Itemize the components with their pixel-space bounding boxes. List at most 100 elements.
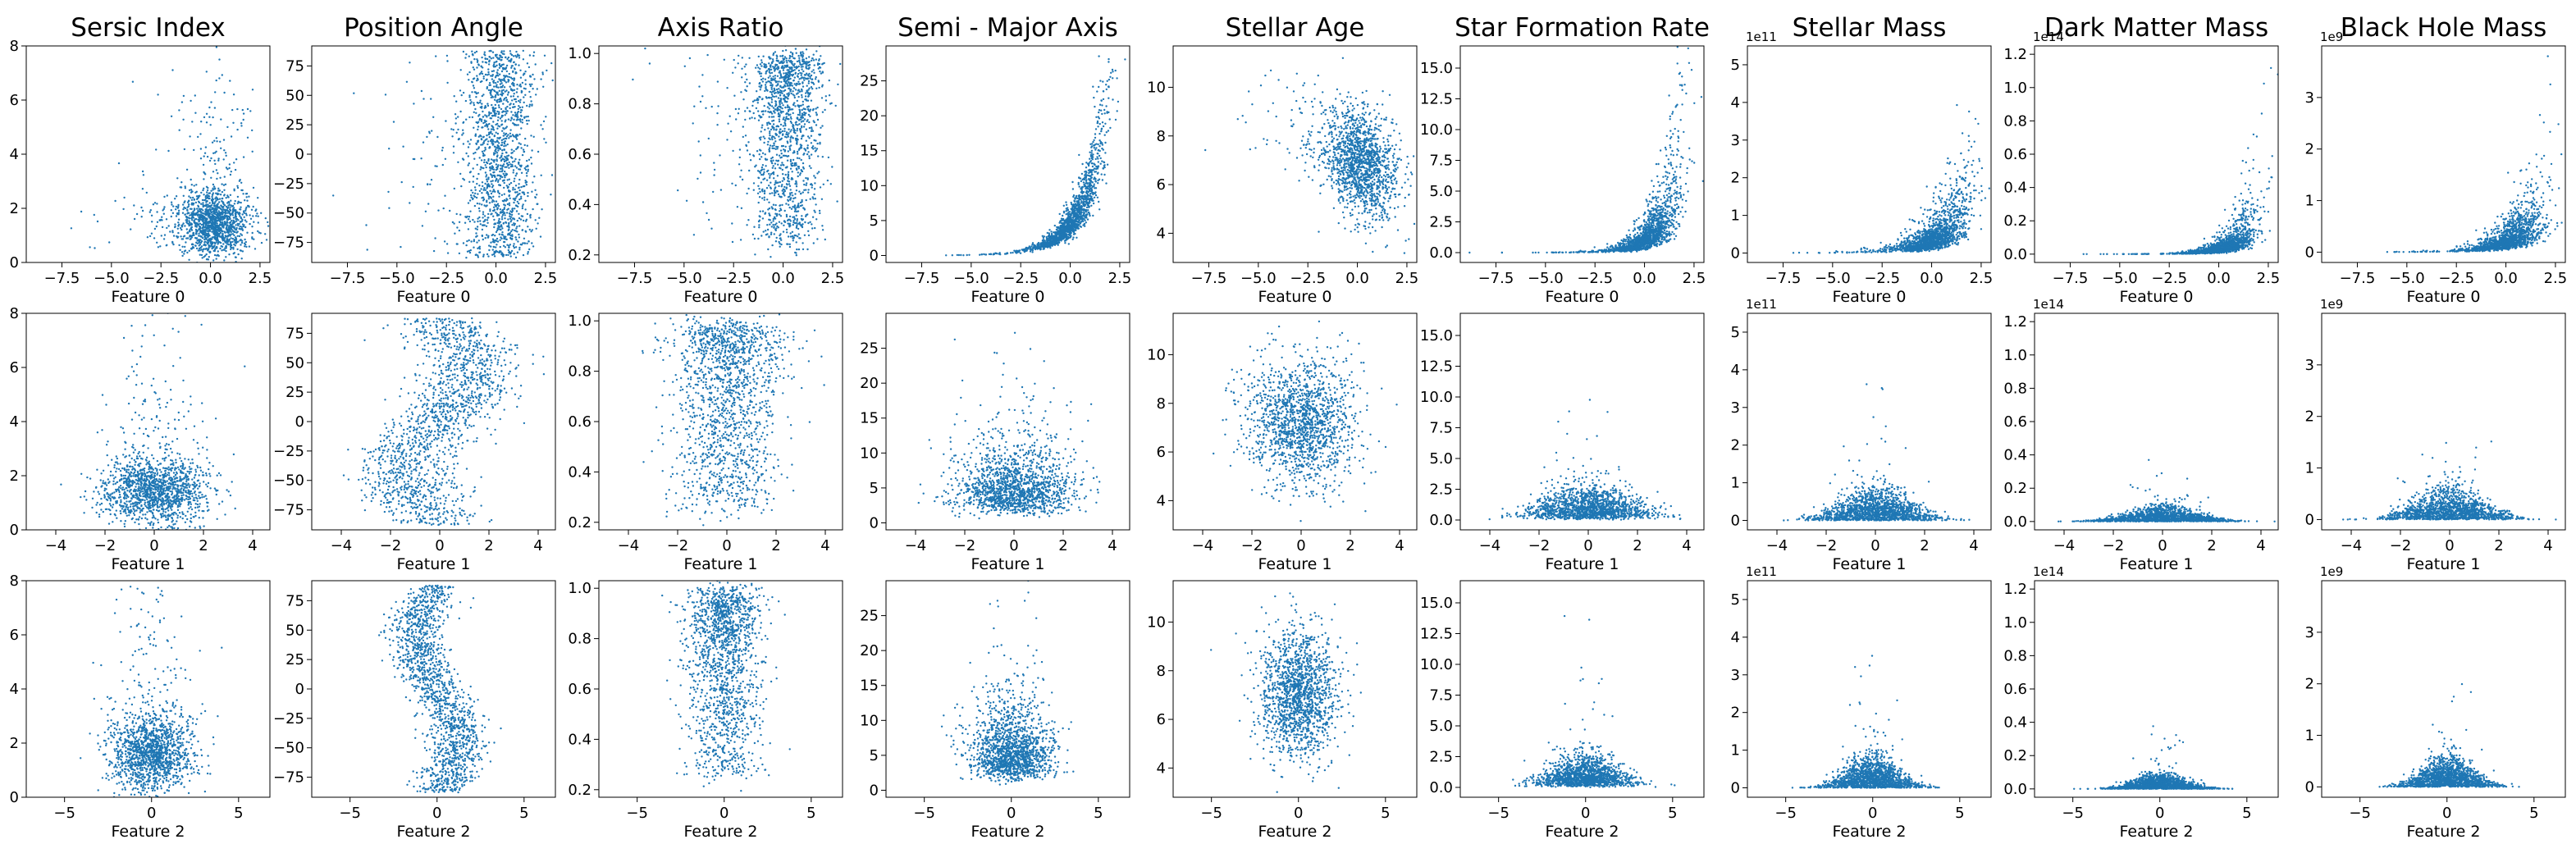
scatter-point — [812, 53, 815, 56]
scatter-point — [774, 190, 776, 193]
scatter-point — [462, 143, 465, 145]
scatter-point — [234, 25, 235, 26]
scatter-point — [739, 239, 742, 241]
scatter-point — [790, 108, 792, 111]
scatter-point — [206, 200, 208, 203]
scatter-point — [210, 222, 212, 225]
scatter-point — [794, 208, 797, 211]
scatter-point — [483, 140, 486, 143]
scatter-point — [810, 86, 813, 89]
scatter-point — [180, 251, 184, 253]
scatter-point — [772, 107, 775, 109]
scatter-point — [232, 217, 235, 219]
scatter-point — [205, 247, 208, 250]
scatter-point — [483, 119, 486, 121]
scatter-point — [511, 229, 514, 231]
scatter-point — [481, 234, 483, 237]
scatter-point — [787, 175, 790, 177]
scatter-point — [220, 218, 222, 221]
scatter-point — [233, 239, 236, 241]
scatter-point — [496, 69, 499, 71]
scatter-point — [180, 181, 183, 184]
scatter-point — [160, 235, 162, 237]
scatter-point — [782, 188, 785, 190]
scatter-point — [221, 190, 224, 194]
scatter-point — [497, 204, 500, 208]
scatter-point — [510, 53, 514, 57]
scatter-point — [795, 84, 797, 87]
scatter-point — [803, 189, 806, 191]
scatter-point — [489, 195, 491, 198]
scatter-point — [204, 194, 208, 198]
scatter-point — [198, 239, 200, 241]
scatter-point — [804, 221, 806, 224]
scatter-point — [474, 189, 477, 191]
scatter-point — [797, 106, 801, 108]
scatter-point — [497, 179, 500, 181]
scatter-point — [267, 221, 269, 224]
scatter-point — [481, 126, 483, 129]
scatter-point — [1092, 214, 1094, 217]
scatter-point — [752, 154, 755, 157]
scatter-point — [498, 78, 500, 80]
scatter-point — [496, 146, 500, 148]
scatter-point — [252, 186, 255, 189]
scatter-point — [462, 50, 465, 53]
scatter-point — [195, 190, 198, 193]
scatter-point — [493, 114, 496, 117]
scatter-point — [480, 159, 483, 162]
scatter-point — [477, 128, 479, 131]
scatter-point — [771, 125, 774, 128]
scatter-point — [94, 247, 96, 249]
scatter-point — [520, 195, 523, 198]
scatter-point — [221, 215, 223, 217]
scatter-point — [528, 66, 531, 69]
scatter-point — [473, 195, 477, 198]
scatter-point — [442, 207, 445, 210]
scatter-point — [797, 235, 799, 238]
scatter-point — [756, 90, 758, 93]
scatter-point — [531, 229, 533, 231]
scatter-point — [171, 240, 174, 244]
scatter-point — [210, 204, 213, 207]
scatter-point — [808, 110, 811, 112]
scatter-point — [470, 189, 473, 192]
scatter-point — [801, 226, 804, 229]
scatter-point — [482, 61, 484, 63]
scatter-point — [473, 51, 477, 54]
scatter-point — [782, 163, 784, 166]
scatter-point — [220, 244, 222, 248]
scatter-point — [208, 208, 211, 211]
scatter-point — [787, 198, 789, 201]
scatter-point — [489, 84, 491, 87]
scatter-point — [503, 98, 506, 100]
scatter-point — [800, 104, 802, 107]
scatter-point — [477, 79, 479, 81]
scatter-point — [473, 103, 476, 107]
scatter-point — [527, 168, 529, 171]
scatter-point — [508, 189, 510, 192]
scatter-point — [484, 148, 486, 151]
scatter-point — [779, 123, 783, 126]
scatter-point — [785, 133, 788, 135]
scatter-point — [536, 194, 538, 196]
scatter-point — [763, 66, 765, 68]
scatter-point — [135, 212, 139, 216]
scatter-point — [513, 218, 516, 221]
scatter-point — [117, 162, 121, 165]
scatter-point — [763, 196, 765, 198]
scatter-point — [802, 180, 805, 182]
scatter-point — [776, 148, 779, 150]
scatter-point — [791, 84, 793, 87]
scatter-point — [783, 56, 787, 58]
scatter-point — [150, 232, 153, 235]
scatter-point — [480, 120, 483, 122]
scatter-point — [790, 135, 792, 138]
scatter-point — [70, 227, 73, 230]
scatter-point — [472, 66, 474, 69]
scatter-point — [518, 212, 520, 215]
scatter-point — [767, 140, 770, 144]
y-tick-label: 25 — [285, 116, 304, 134]
scatter-point — [226, 202, 229, 204]
scatter-point — [476, 177, 478, 180]
